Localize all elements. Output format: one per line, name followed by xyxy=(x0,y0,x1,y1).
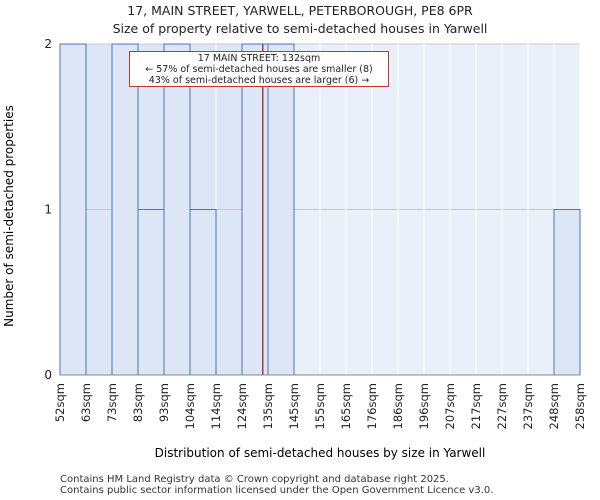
x-tick-label: 155sqm xyxy=(313,383,327,429)
bar xyxy=(111,43,139,376)
x-tick-label: 176sqm xyxy=(365,383,379,429)
x-axis-label: Distribution of semi-detached houses by … xyxy=(155,446,486,460)
y-tick-label: 1 xyxy=(44,203,52,217)
bar xyxy=(241,43,269,376)
bar xyxy=(163,43,191,376)
x-tick-label: 227sqm xyxy=(495,383,509,429)
footer-licence: Contains public sector information licen… xyxy=(60,485,494,496)
annotation-line-1: 17 MAIN STREET: 132sqm xyxy=(197,53,321,64)
chart-subtitle: Size of property relative to semi-detach… xyxy=(112,21,488,36)
bars xyxy=(59,43,581,376)
x-tick-label: 63sqm xyxy=(79,383,93,422)
x-tick-label: 237sqm xyxy=(521,383,535,429)
x-tick-label: 258sqm xyxy=(573,383,587,429)
x-tick-label: 165sqm xyxy=(339,383,353,429)
x-tick-label: 217sqm xyxy=(469,383,483,429)
y-tick-label: 0 xyxy=(44,368,52,382)
y-tick-label: 2 xyxy=(44,37,52,51)
bar xyxy=(553,209,581,376)
x-tick-label: 248sqm xyxy=(547,383,561,429)
axes: 0 1 2 52sqm 63sqm 73sqm 83sqm 93sqm 104sqm 114sqm… xyxy=(44,37,587,429)
x-tick-label: 104sqm xyxy=(183,383,197,429)
x-tick-label: 114sqm xyxy=(209,383,223,429)
x-tick-label: 145sqm xyxy=(287,383,301,429)
bar xyxy=(59,43,87,376)
annotation-line-2: ← 57% of semi-detached houses are smalle… xyxy=(145,64,373,75)
annotation-line-3: 43% of semi-detached houses are larger (… xyxy=(148,75,370,86)
x-tick-label: 186sqm xyxy=(391,383,405,429)
histogram-chart: 0 1 2 52sqm 63sqm 73sqm 83sqm 93sqm 104sqm 114sqm… xyxy=(2,37,587,460)
bar xyxy=(137,209,165,376)
y-axis-label: Number of semi-detached properties xyxy=(2,105,16,327)
x-tick-label: 73sqm xyxy=(105,383,119,422)
bar xyxy=(189,209,217,376)
bar xyxy=(267,43,295,376)
chart-title-address: 17, MAIN STREET, YARWELL, PETERBOROUGH, … xyxy=(127,3,473,18)
x-tick-label: 135sqm xyxy=(261,383,275,429)
footer-copyright: Contains HM Land Registry data © Crown c… xyxy=(60,474,449,485)
x-tick-label: 93sqm xyxy=(157,383,171,422)
x-tick-label: 52sqm xyxy=(53,383,67,422)
x-tick-label: 207sqm xyxy=(443,383,457,429)
property-annotation-box: 17 MAIN STREET: 132sqm ← 57% of semi-det… xyxy=(129,51,389,87)
x-tick-label: 83sqm xyxy=(131,383,145,422)
x-tick-label: 196sqm xyxy=(417,383,431,429)
x-tick-label: 124sqm xyxy=(235,383,249,429)
